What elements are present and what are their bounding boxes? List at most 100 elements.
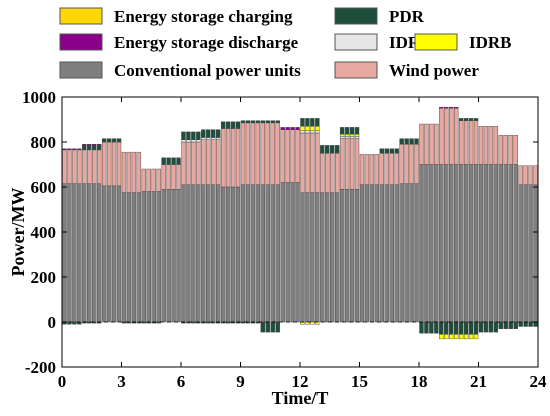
bar-conv	[196, 184, 201, 323]
bar-conv	[136, 192, 142, 323]
bar-wind	[493, 126, 499, 165]
bar-wind	[389, 153, 394, 185]
bar-pdr_neg	[523, 321, 528, 327]
bar-conv	[211, 184, 216, 323]
bar-idra	[339, 136, 345, 139]
bar-wind	[176, 164, 181, 190]
bar-wind	[126, 151, 132, 193]
bar-esd	[290, 127, 295, 130]
bar-conv	[220, 186, 226, 323]
bar-pdr_neg	[533, 321, 538, 327]
y-axis-ticks: -200 0 200 400 600 800 1000	[22, 88, 538, 377]
bar-pdr_neg	[270, 321, 275, 333]
bar-conv	[354, 189, 360, 323]
bar-pdr	[106, 138, 112, 143]
bar-pdr	[389, 148, 394, 154]
bar-conv	[255, 184, 261, 323]
legend-label: Conventional power units	[114, 61, 301, 80]
bar-pdr_neg	[156, 321, 161, 324]
bar-pdr	[161, 157, 166, 165]
bar-pdr_neg	[478, 321, 484, 333]
bar-pdr	[265, 120, 270, 124]
bar-wind	[295, 129, 300, 183]
bar-esd	[444, 106, 449, 109]
bar-pdr_neg	[434, 321, 439, 334]
bar-wind	[369, 154, 375, 185]
bar-wind	[533, 165, 538, 185]
bar-pdr	[394, 148, 399, 154]
bar-conv	[225, 186, 231, 323]
bar-wind	[270, 122, 275, 185]
bar-conv	[444, 164, 449, 323]
bar-wind	[305, 132, 310, 193]
bar-wind	[151, 168, 156, 192]
bar-conv	[186, 184, 191, 323]
bar-conv	[434, 164, 439, 323]
bar-conv	[424, 164, 429, 323]
bar-idrb	[344, 133, 350, 137]
bar-wind	[220, 128, 226, 188]
bar-pdr	[404, 138, 409, 145]
bar-conv	[349, 189, 355, 323]
bar-wind	[181, 141, 186, 185]
bar-pdr	[325, 145, 330, 154]
bar-conv	[404, 183, 409, 323]
bar-pdr	[384, 148, 389, 154]
bar-idrb_neg	[449, 334, 454, 340]
bar-wind	[82, 149, 87, 184]
bar-esd	[67, 148, 72, 151]
x-axis-label: Time/T	[272, 388, 329, 408]
bar-wind	[359, 154, 365, 185]
bar-idra	[305, 130, 310, 134]
x-tick-label: 3	[117, 372, 126, 391]
bar-conv	[270, 184, 275, 323]
bar-wind	[260, 122, 265, 185]
bar-conv	[72, 183, 77, 323]
bar-conv	[121, 192, 127, 323]
bar-pdr	[275, 120, 280, 124]
bar-pdr	[245, 120, 251, 124]
bar-pdr	[201, 129, 206, 138]
bar-wind	[503, 135, 508, 165]
bar-pdr	[379, 148, 384, 154]
bar-pdr	[270, 120, 275, 124]
bar-wind	[488, 126, 494, 165]
bar-wind	[111, 141, 117, 187]
x-axis-ticks: 0 3 6 9 12 15 18 21 24	[58, 97, 547, 391]
bar-pdr	[354, 127, 360, 135]
x-tick-label: 21	[470, 372, 487, 391]
bar-pdr	[87, 145, 92, 151]
bar-wind	[290, 129, 295, 183]
bar-pdr_neg	[508, 321, 513, 329]
bar-wind	[72, 149, 77, 184]
bar-idrb_neg	[444, 334, 449, 340]
bar-pdr	[166, 157, 171, 165]
bar-idrb	[339, 133, 345, 137]
bar-conv	[523, 184, 528, 323]
bar-pdr_neg	[468, 321, 474, 335]
bar-esd	[439, 106, 444, 109]
bar-wind	[523, 165, 528, 185]
bar-pdr	[409, 138, 414, 145]
bar-pdr	[260, 120, 265, 124]
bar-wind	[394, 153, 399, 185]
bar-pdr_neg	[72, 321, 77, 325]
bar-pdr_neg	[240, 321, 246, 324]
bar-wind	[156, 168, 161, 192]
bar-conv	[473, 164, 479, 323]
bar-conv	[374, 184, 380, 323]
bar-idrb_neg	[463, 334, 469, 340]
bar-conv	[206, 184, 211, 323]
bar-wind	[211, 139, 216, 185]
bar-idra	[186, 139, 191, 143]
bar-pdr	[96, 145, 102, 151]
bar-wind	[424, 123, 429, 165]
bar-esd	[280, 127, 285, 130]
bar-pdr	[101, 138, 107, 143]
bar-conv	[339, 189, 345, 323]
bar-conv	[275, 184, 280, 323]
legend-label: Energy storage charging	[114, 7, 293, 26]
bar-conv	[280, 182, 285, 323]
bar-wind	[434, 123, 439, 165]
bar-conv	[414, 183, 419, 323]
